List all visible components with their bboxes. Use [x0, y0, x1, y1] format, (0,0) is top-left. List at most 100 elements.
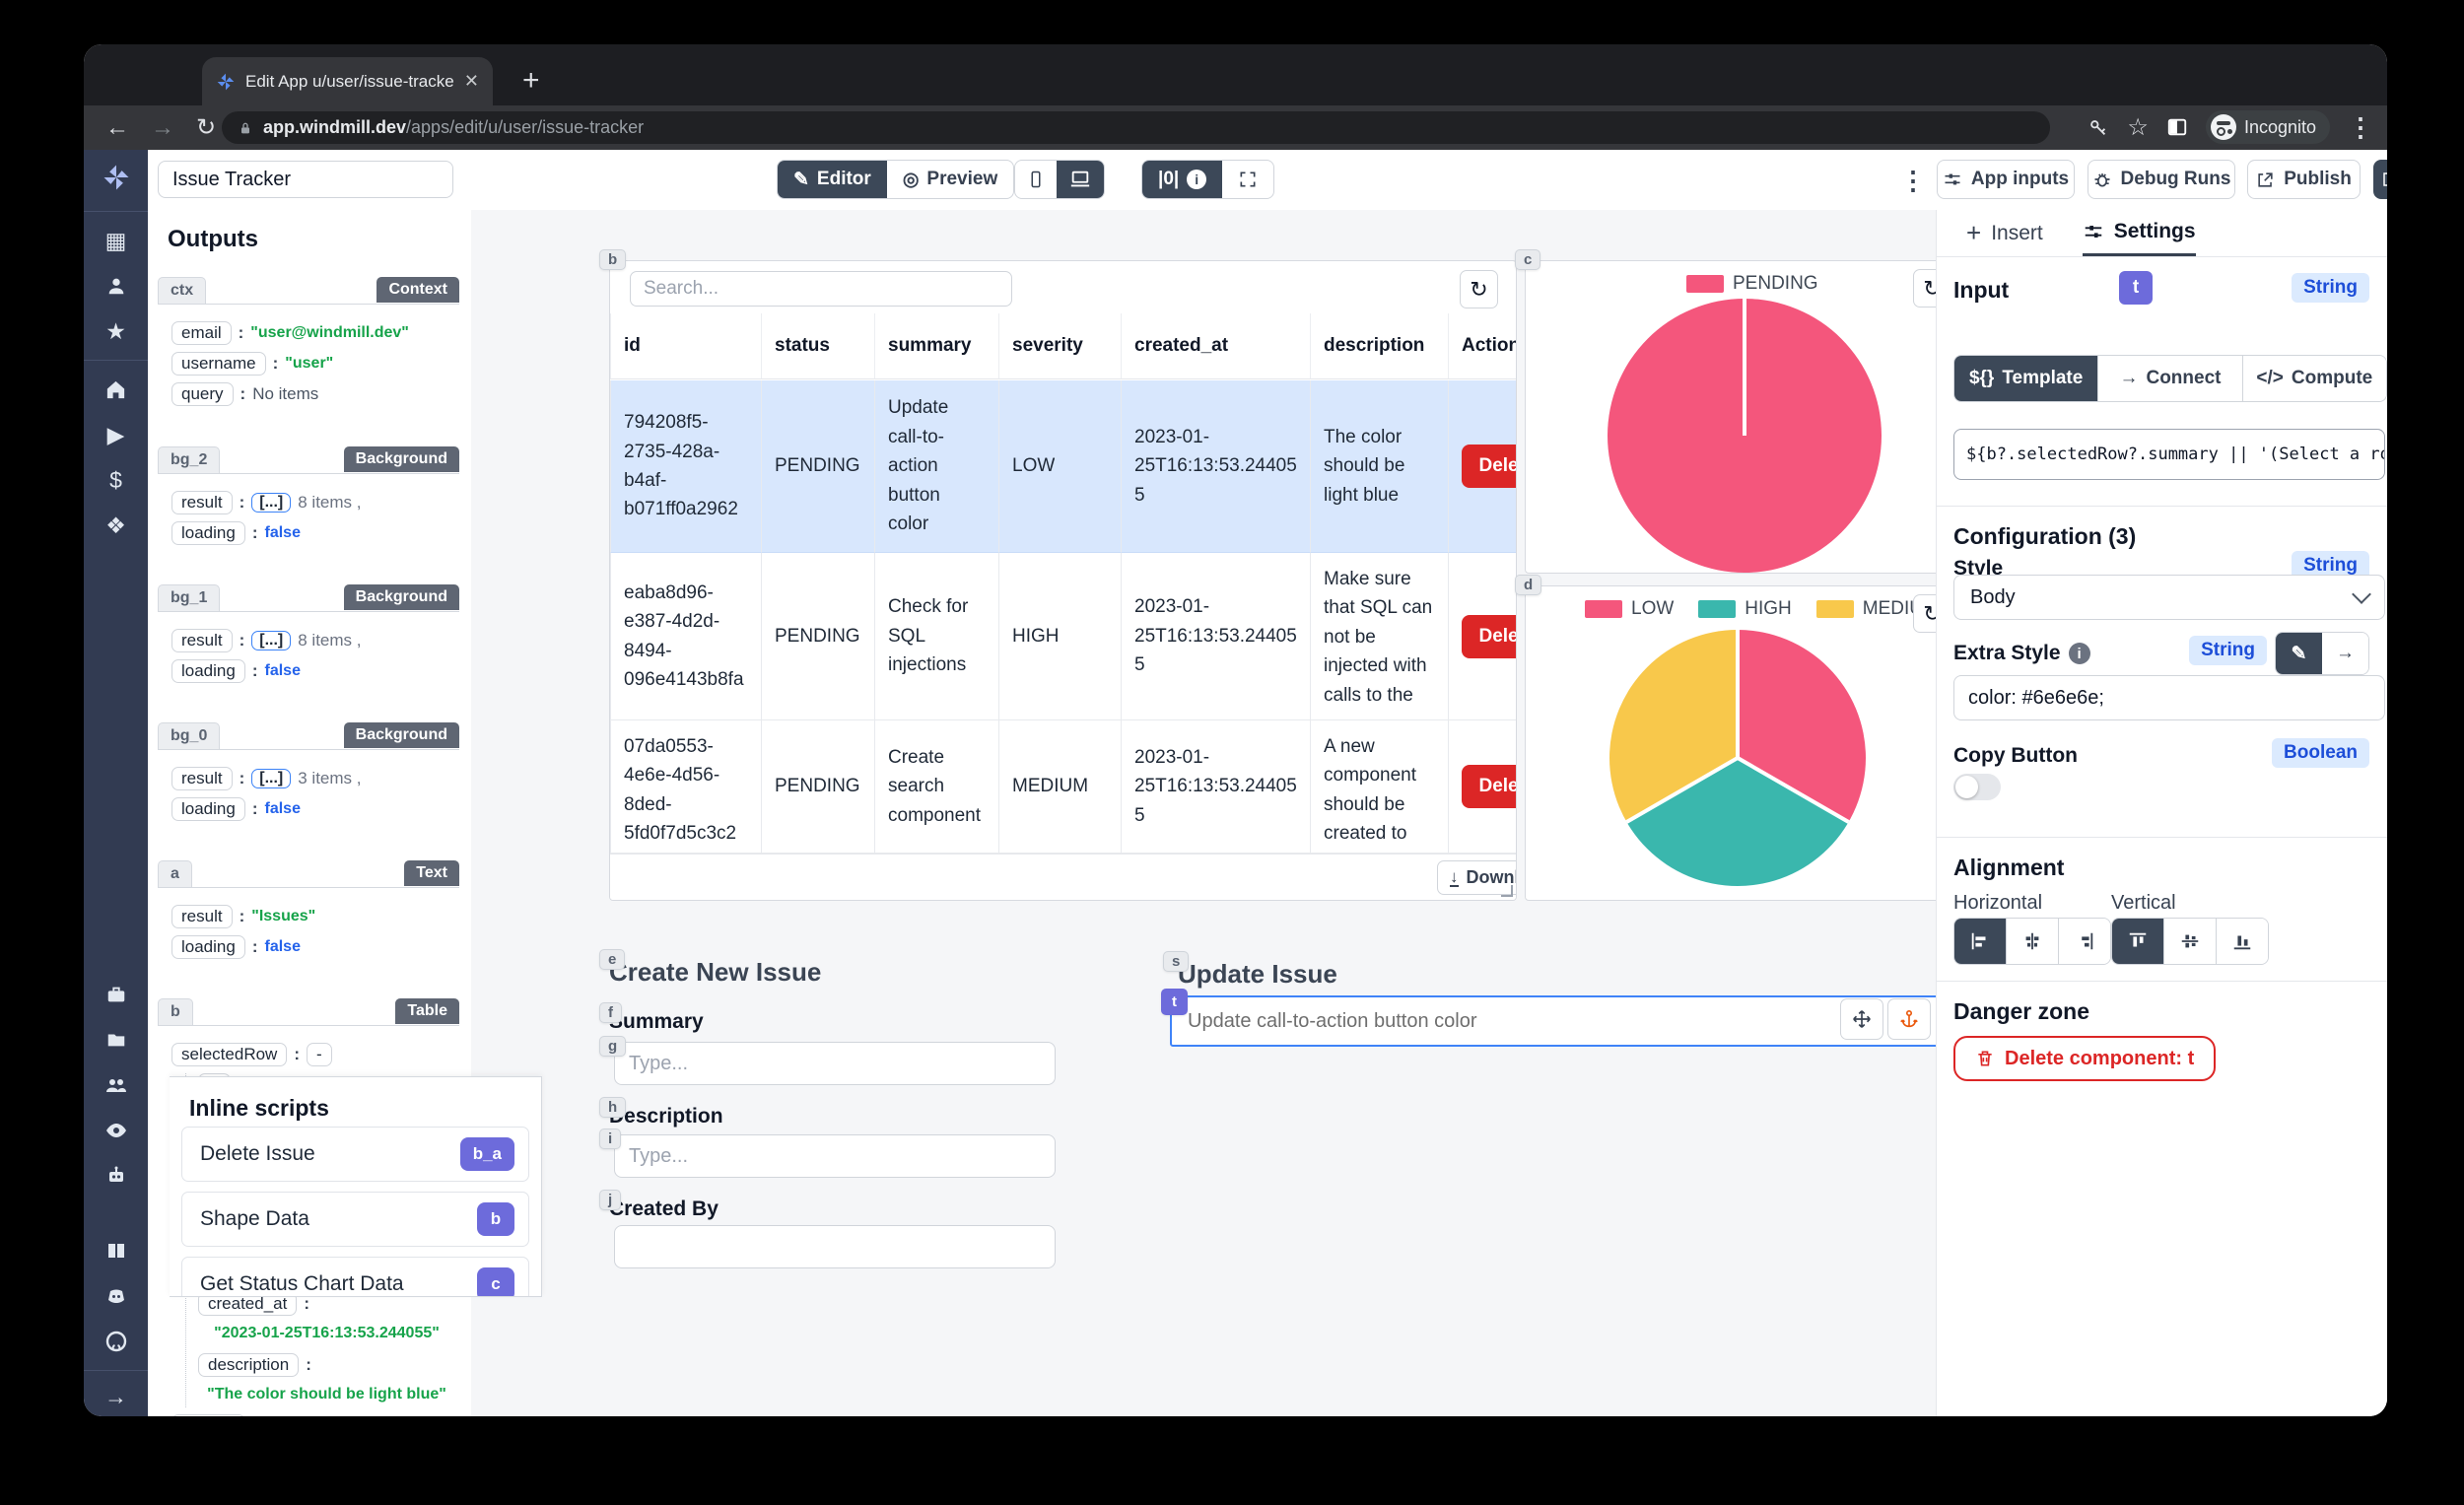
- created-by-input[interactable]: [614, 1225, 1056, 1268]
- groups-users-icon[interactable]: [84, 1062, 148, 1108]
- inline-script-item[interactable]: Get Status Chart Data c: [181, 1257, 529, 1296]
- docs-book-icon[interactable]: [84, 1228, 148, 1273]
- table-search-input[interactable]: Search...: [630, 271, 1012, 307]
- column-header[interactable]: status: [761, 313, 874, 379]
- anchor-component-button[interactable]: [1887, 998, 1931, 1040]
- output-tag[interactable]: ctx: [158, 277, 207, 304]
- component-tag-chart-status[interactable]: c: [1515, 249, 1541, 270]
- description-input[interactable]: Type...: [614, 1134, 1056, 1178]
- copy-button-toggle[interactable]: [1953, 774, 2001, 800]
- column-header[interactable]: severity: [998, 313, 1121, 379]
- app-name-input[interactable]: Issue Tracker: [158, 161, 453, 198]
- component-tag-create-title[interactable]: e: [599, 949, 626, 970]
- preview-tab[interactable]: ◎ Preview: [902, 169, 998, 190]
- tab-insert[interactable]: + Insert: [1966, 218, 2043, 247]
- apps-icon[interactable]: ▦: [104, 227, 127, 253]
- array-expander[interactable]: [...]: [251, 493, 292, 513]
- connect-arrow-button[interactable]: →: [2322, 633, 2368, 674]
- save-button[interactable]: Save: [2373, 160, 2387, 199]
- mode-connect[interactable]: → Connect: [2097, 356, 2242, 401]
- debug-runs-button[interactable]: Debug Runs: [2088, 160, 2235, 199]
- update-issue-title[interactable]: Update Issue: [1178, 959, 1337, 989]
- edit-pencil-button[interactable]: ✎: [2276, 633, 2322, 674]
- table-refresh-button[interactable]: ↻: [1460, 270, 1498, 308]
- output-key[interactable]: loading: [171, 659, 245, 683]
- app-menu-kebab-icon[interactable]: ⋮: [1900, 166, 1926, 195]
- output-tag[interactable]: bg_0: [158, 722, 221, 749]
- delete-component-button[interactable]: Delete component: t: [1953, 1036, 2217, 1081]
- align-left-button[interactable]: [1954, 919, 2006, 964]
- column-header[interactable]: id: [610, 313, 761, 379]
- mode-compute[interactable]: </> Compute: [2241, 356, 2386, 401]
- output-tag[interactable]: bg_1: [158, 584, 221, 611]
- align-bottom-button[interactable]: [2216, 919, 2268, 964]
- component-tag-description-label[interactable]: h: [599, 1097, 627, 1118]
- app-inputs-button[interactable]: App inputs: [1937, 160, 2075, 199]
- inline-script-item[interactable]: Delete Issue b_a: [181, 1127, 529, 1182]
- publish-button[interactable]: Publish: [2247, 160, 2361, 199]
- mobile-view-button[interactable]: [1015, 161, 1057, 198]
- output-key[interactable]: loading: [171, 797, 245, 821]
- new-tab-button[interactable]: +: [522, 64, 540, 97]
- column-header[interactable]: description: [1310, 313, 1448, 379]
- array-expander[interactable]: [...]: [251, 631, 292, 650]
- split-view-icon[interactable]: [2166, 116, 2188, 138]
- address-bar[interactable]: app.windmill.dev/apps/edit/u/user/issue-…: [222, 111, 2050, 144]
- pie-status[interactable]: [1608, 299, 1882, 573]
- update-summary-input[interactable]: Update call-to-action button color: [1170, 995, 1959, 1047]
- align-top-button[interactable]: [2112, 919, 2163, 964]
- delete-row-button[interactable]: Delete: [1462, 614, 1516, 658]
- favorites-star-icon[interactable]: ★: [105, 317, 126, 344]
- component-tag-summary-input[interactable]: g: [599, 1036, 627, 1057]
- chart-legend[interactable]: PENDING: [1686, 273, 1818, 295]
- browser-menu-icon[interactable]: ⋮: [2348, 111, 2373, 142]
- template-expression-input[interactable]: ${b?.selectedRow?.summary || '(Select a …: [1953, 429, 2385, 480]
- eye-icon[interactable]: [84, 1108, 148, 1153]
- toolbox-icon[interactable]: [84, 972, 148, 1017]
- chart-legend[interactable]: LOW HIGH MEDIUM: [1585, 598, 1939, 620]
- summary-label[interactable]: Summary: [609, 1010, 704, 1033]
- collapse-arrow-icon[interactable]: →: [104, 1383, 127, 1409]
- align-right-button[interactable]: [2058, 919, 2110, 964]
- back-icon[interactable]: ←: [105, 113, 129, 141]
- home-icon[interactable]: [84, 367, 148, 412]
- profile-chip[interactable]: Incognito: [2205, 110, 2330, 144]
- output-key[interactable]: result: [171, 629, 233, 652]
- description-label[interactable]: Description: [609, 1105, 723, 1128]
- component-tag-created-by-label[interactable]: j: [599, 1190, 622, 1210]
- output-tag[interactable]: bg_2: [158, 446, 221, 473]
- created-by-label[interactable]: Created By: [609, 1197, 719, 1220]
- create-issue-title[interactable]: Create New Issue: [609, 957, 822, 987]
- component-tag-update-title[interactable]: s: [1163, 951, 1190, 972]
- editor-tab[interactable]: ✎ Editor: [778, 161, 887, 198]
- component-tag-table[interactable]: b: [599, 249, 627, 270]
- align-middle-v-button[interactable]: [2163, 919, 2216, 964]
- output-key[interactable]: result: [171, 905, 233, 928]
- collapse-toggle[interactable]: -: [307, 1043, 332, 1066]
- delete-row-button[interactable]: Delete: [1462, 765, 1516, 808]
- column-header[interactable]: summary: [874, 313, 998, 379]
- output-key[interactable]: description: [198, 1353, 300, 1377]
- style-select[interactable]: Body: [1953, 575, 2385, 620]
- output-key[interactable]: selectedRow: [171, 1043, 288, 1066]
- table-row[interactable]: 07da0553-4e6e-4d56-8ded-5fd0f7d5c3c2 PEN…: [610, 720, 1516, 854]
- github-icon[interactable]: [84, 1319, 148, 1364]
- align-center-h-button[interactable]: [2006, 919, 2058, 964]
- output-key[interactable]: query: [171, 382, 234, 406]
- summary-input[interactable]: Type...: [614, 1042, 1056, 1085]
- pie-severity[interactable]: [1609, 630, 1866, 886]
- inline-script-item[interactable]: Shape Data b: [181, 1192, 529, 1247]
- output-key[interactable]: result: [171, 767, 233, 790]
- user-icon[interactable]: [84, 263, 148, 308]
- component-tag-chart-severity[interactable]: d: [1515, 575, 1542, 595]
- array-expander[interactable]: [...]: [251, 769, 292, 788]
- mode-template[interactable]: ${} Template: [1954, 356, 2098, 401]
- resources-cubes-icon[interactable]: ❖: [105, 512, 126, 538]
- download-button[interactable]: ↓Download: [1437, 860, 1516, 895]
- column-header[interactable]: created_at: [1121, 313, 1310, 379]
- output-key[interactable]: loading: [171, 1414, 245, 1416]
- desktop-view-button[interactable]: [1057, 161, 1104, 198]
- output-tag[interactable]: a: [158, 860, 192, 887]
- outputs-debug-button[interactable]: |0| i: [1142, 161, 1223, 198]
- variables-dollar-icon[interactable]: $: [109, 466, 122, 493]
